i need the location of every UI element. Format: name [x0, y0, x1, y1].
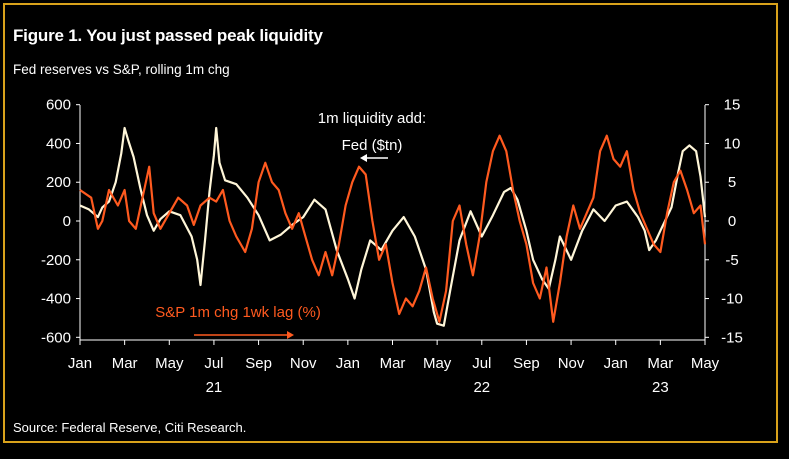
x-axis: Jan Mar May Jul Sep Nov Jan Mar May Jul Sep Nov Jan M… [68, 339, 720, 396]
x-tick-label: Jul [472, 355, 491, 372]
chart-subtitle: Fed reserves vs S&P, rolling 1m chg [13, 62, 230, 77]
fed-label-line2: Fed ($tn) [342, 137, 403, 154]
x-tick-label: Nov [290, 355, 317, 372]
right-tick-label: -15 [721, 329, 743, 346]
x-tick-label: Jul [204, 355, 223, 372]
x-tick-label: Jan [68, 355, 92, 372]
x-tick-label: May [155, 355, 184, 372]
fed-arrow [360, 154, 388, 162]
x-tick-label: Sep [245, 355, 272, 372]
chart-title: Figure 1. You just passed peak liquidity [13, 26, 323, 45]
series-line-s-p [79, 134, 707, 323]
x-year-label: 22 [473, 379, 490, 396]
left-tick-label: -600 [41, 329, 71, 346]
right-tick-label: 10 [724, 135, 741, 152]
left-tick-label: 0 [63, 213, 71, 230]
left-tick-label: -200 [41, 252, 71, 269]
right-axis: -15 -10 -5 0 5 10 15 [704, 97, 743, 346]
x-tick-label: Jan [604, 355, 628, 372]
x-tick-label: Jan [336, 355, 360, 372]
x-tick-label: May [691, 355, 720, 372]
x-year-label: 21 [206, 379, 223, 396]
x-tick-label: Nov [558, 355, 585, 372]
x-tick-label: May [423, 355, 452, 372]
left-tick-label: 400 [46, 135, 71, 152]
chart-frame [3, 3, 778, 443]
right-tick-label: -10 [721, 291, 743, 308]
right-tick-label: 15 [724, 97, 741, 114]
x-year-label: 23 [652, 379, 669, 396]
x-tick-label: Mar [647, 355, 673, 372]
x-tick-label: Sep [513, 355, 540, 372]
sp-arrow [194, 331, 294, 339]
left-axis: -600 -400 -200 0 200 400 600 [41, 97, 81, 346]
right-tick-label: -5 [725, 252, 738, 269]
left-tick-label: 200 [46, 174, 71, 191]
series-layer [79, 126, 707, 327]
x-tick-label: Mar [112, 355, 138, 372]
left-tick-label: -400 [41, 291, 71, 308]
left-tick-label: 600 [46, 97, 71, 114]
right-tick-label: 0 [728, 213, 736, 230]
series-line-fed [79, 126, 707, 327]
right-tick-label: 5 [728, 174, 736, 191]
x-tick-label: Mar [380, 355, 406, 372]
sp-label: S&P 1m chg 1wk lag (%) [155, 304, 321, 321]
fed-label-line1: 1m liquidity add: [318, 110, 426, 127]
chart-source: Source: Federal Reserve, Citi Research. [13, 420, 247, 435]
